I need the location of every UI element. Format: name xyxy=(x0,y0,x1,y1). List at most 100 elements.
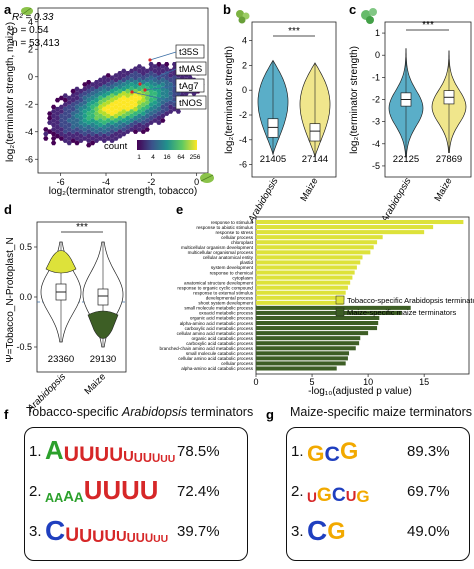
hexbin-cell xyxy=(109,111,115,116)
hexbin-cell xyxy=(129,77,135,83)
panel-e-letter: e xyxy=(176,202,183,217)
hexbin-cell xyxy=(66,127,72,132)
hexbin-cell xyxy=(109,93,115,98)
hexbin-cell xyxy=(152,91,158,96)
hexbin-cell xyxy=(54,115,61,121)
hexbin-cell xyxy=(136,127,142,132)
hexbin-cell xyxy=(109,129,115,134)
hexbin-cell xyxy=(54,97,61,103)
hexbin-cell xyxy=(101,111,107,116)
hexbin-cell xyxy=(132,66,139,71)
panel-b-sig: *** xyxy=(288,26,300,37)
go-bar xyxy=(256,270,355,275)
go-term-label: response to external stimulus xyxy=(193,290,253,295)
logo-glyph: U xyxy=(160,533,169,545)
panel-d-cap-maize xyxy=(87,310,119,339)
hexbin-cell xyxy=(109,133,115,139)
hexbin-cell xyxy=(101,93,107,98)
hexbin-cell xyxy=(152,118,158,123)
hexbin-cell xyxy=(109,120,115,125)
logo-glyph: U xyxy=(102,477,122,505)
logo-glyph: U xyxy=(151,452,161,465)
hexbin-cell xyxy=(121,86,127,92)
panel-d-violins xyxy=(40,241,124,348)
logo-glyph: U xyxy=(79,525,93,545)
panel-a-yticks: 4 2 0 -2 -4 -6 xyxy=(25,17,38,164)
go-bar xyxy=(256,356,348,361)
hexbin-cell xyxy=(132,75,139,80)
hexbin-cell xyxy=(129,73,135,78)
hexbin-cell xyxy=(54,129,61,134)
hexbin-cell xyxy=(156,71,162,76)
hexbin-cell xyxy=(156,120,162,125)
logo-glyph: U xyxy=(153,533,161,545)
hexbin-cell xyxy=(121,95,127,101)
hexbin-cell xyxy=(86,84,92,89)
hexbin-cell xyxy=(47,129,53,134)
panel-d-ylabel: Ψ=Tobacco_N-Protoplast_N xyxy=(5,237,16,362)
hexbin-cell xyxy=(78,102,84,107)
panel-f-title-a: Tobacco-specific xyxy=(26,405,119,419)
hexbin-cell xyxy=(62,97,68,103)
hexbin-cell xyxy=(93,80,100,85)
hexbin-cell xyxy=(93,120,100,125)
hexbin-cell xyxy=(78,97,84,103)
panel-b-count-1: 21405 xyxy=(260,154,286,165)
hexbin-cell xyxy=(156,111,162,116)
panel-d-letter: d xyxy=(4,202,12,217)
hexbin-cell xyxy=(82,109,88,114)
hexbin-cell xyxy=(74,118,80,123)
logo-glyph: U xyxy=(92,527,105,545)
hexbin-cell xyxy=(152,77,158,83)
hexbin-cell xyxy=(156,62,162,67)
go-bar xyxy=(256,255,363,260)
go-term-label: multicellular organism development xyxy=(181,245,254,250)
hexbin-cell xyxy=(113,95,119,101)
hexbin-cell xyxy=(93,88,100,94)
logo-glyph: A xyxy=(63,489,74,505)
hexbin-cell xyxy=(82,118,88,123)
hexbin-cell xyxy=(74,95,80,101)
hexbin-cell xyxy=(136,100,142,105)
logo-glyph: U xyxy=(126,531,136,545)
hexbin-cell xyxy=(78,129,84,134)
hexbin-cell xyxy=(121,127,127,132)
hexbin-cell xyxy=(51,104,57,110)
hexbin-cell xyxy=(156,66,162,71)
go-term-label: alpha-amino acid catabolic process xyxy=(181,366,253,371)
hexbin-cell xyxy=(148,120,154,125)
panel-c-ytick-label: 1 xyxy=(375,28,380,38)
hexbin-cell xyxy=(43,131,49,137)
hexbin-cell xyxy=(140,115,146,121)
hexbin-cell xyxy=(164,106,170,112)
hexbin-cell xyxy=(62,133,68,139)
logo-glyph: U xyxy=(123,449,134,465)
hexbin-cell xyxy=(109,75,115,80)
panel-a-xtick-label: -2 xyxy=(147,177,155,187)
go-bar xyxy=(256,336,361,341)
hexbin-cell xyxy=(82,91,88,96)
go-bar xyxy=(256,250,371,255)
hexbin-cell xyxy=(105,100,111,105)
hexbin-cell xyxy=(97,91,103,96)
hexbin-cell xyxy=(160,82,166,87)
hexbin-cell xyxy=(129,113,135,119)
hexbin-cell xyxy=(125,97,131,103)
hexbin-cell xyxy=(109,138,115,143)
motif-percentage: 72.4% xyxy=(177,483,220,500)
hexbin-cell xyxy=(86,142,92,148)
panel-g-letter: g xyxy=(266,407,274,422)
go-bar xyxy=(256,346,356,351)
arabidopsis-icon xyxy=(236,10,250,24)
hexbin-cell xyxy=(58,127,64,132)
hexbin-cell xyxy=(86,129,92,134)
hexbin-cell xyxy=(152,104,158,110)
hexbin-cell xyxy=(121,118,127,123)
go-bar xyxy=(256,290,346,295)
logo-glyph: A xyxy=(54,491,64,505)
hexbin-cell xyxy=(160,91,166,96)
go-term-label: carboxylic acid metabolic process xyxy=(185,326,254,331)
hexbin-cell xyxy=(152,68,158,74)
panel-c-group-2: Maize xyxy=(432,176,454,203)
